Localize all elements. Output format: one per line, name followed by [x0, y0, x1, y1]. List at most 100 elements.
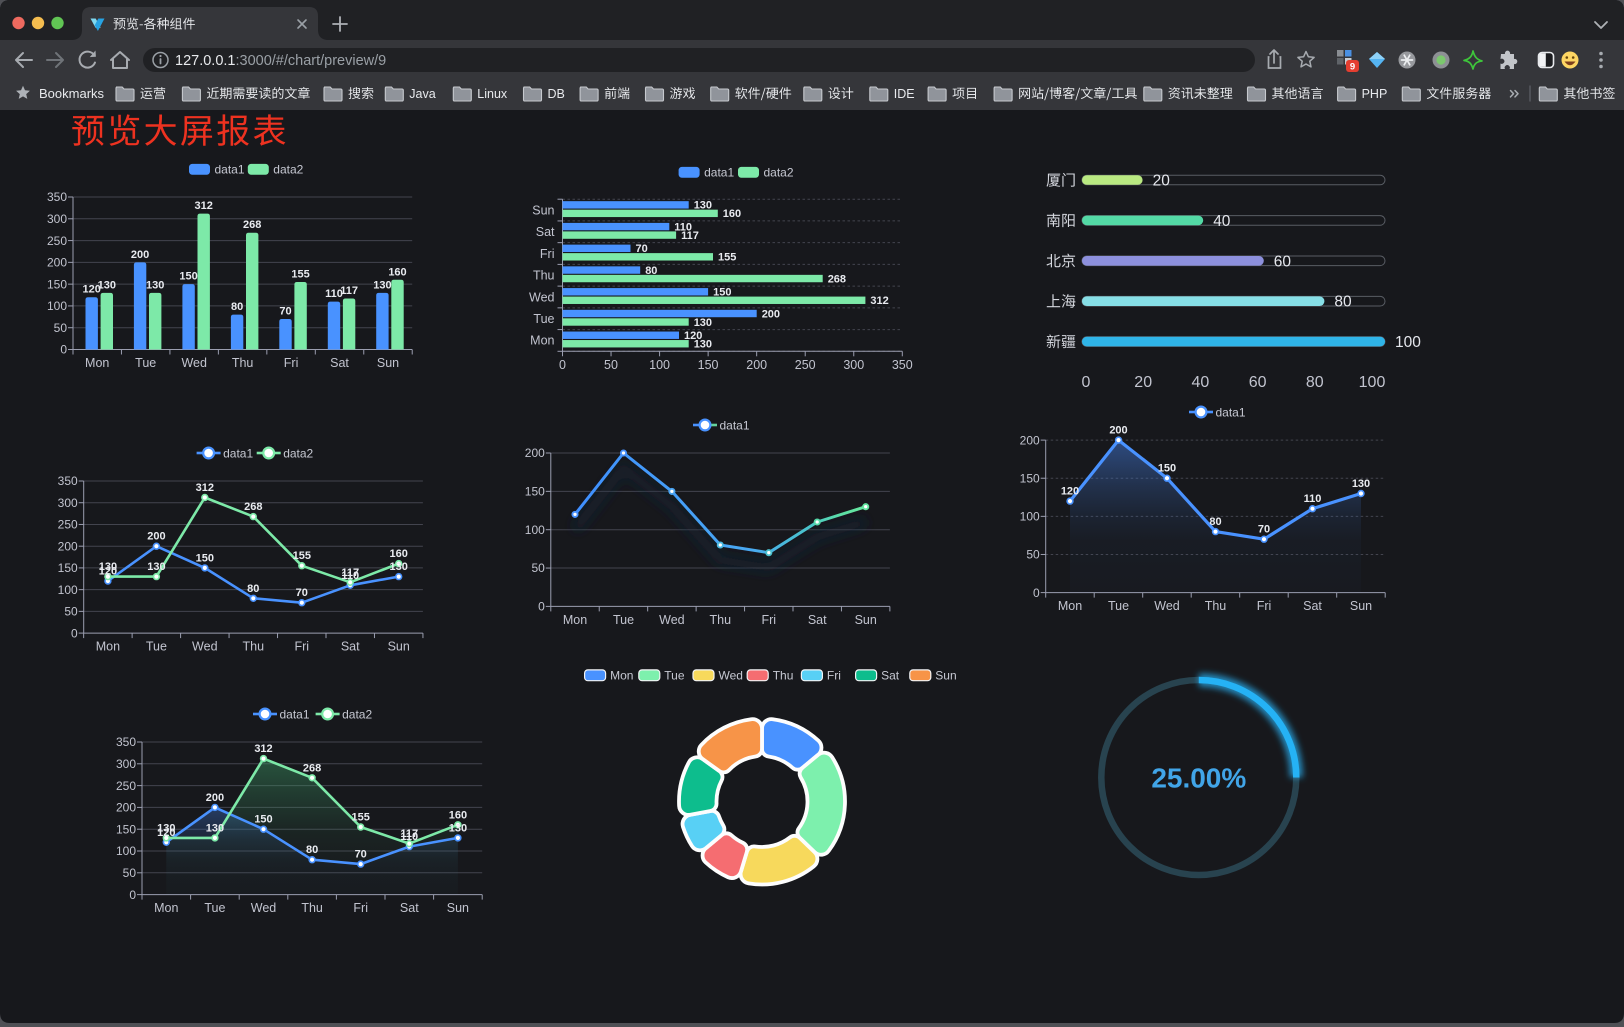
- svg-text:80: 80: [1334, 294, 1352, 311]
- svg-text:200: 200: [1020, 433, 1040, 447]
- svg-text:117: 117: [400, 828, 418, 840]
- svg-text:100: 100: [1359, 374, 1386, 391]
- svg-text:0: 0: [1033, 586, 1040, 600]
- svg-text:70: 70: [636, 243, 648, 255]
- svg-text:data1: data1: [215, 163, 245, 177]
- svg-text:268: 268: [243, 219, 261, 231]
- svg-text:Mon: Mon: [1058, 599, 1082, 613]
- svg-text:120: 120: [1061, 486, 1079, 498]
- svg-text:DB: DB: [548, 87, 565, 101]
- svg-text:70: 70: [355, 849, 367, 861]
- svg-text:312: 312: [254, 743, 272, 755]
- svg-text:Sat: Sat: [881, 669, 900, 683]
- svg-text:0: 0: [559, 358, 566, 372]
- svg-text:200: 200: [762, 308, 780, 320]
- svg-text:268: 268: [828, 273, 846, 285]
- svg-text:data2: data2: [764, 166, 794, 180]
- svg-text:100: 100: [525, 523, 545, 537]
- svg-text:127.0.0.1:3000/#/chart/preview: 127.0.0.1:3000/#/chart/preview/9: [175, 53, 386, 69]
- svg-text:IDE: IDE: [894, 87, 915, 101]
- svg-text:80: 80: [645, 265, 657, 277]
- svg-text:200: 200: [58, 539, 78, 553]
- svg-text:Tue: Tue: [613, 613, 634, 627]
- svg-text:80: 80: [306, 844, 318, 856]
- svg-text:Fri: Fri: [353, 901, 368, 915]
- svg-text:110: 110: [400, 831, 418, 843]
- svg-text:50: 50: [123, 866, 137, 880]
- svg-text:data1: data1: [1216, 405, 1246, 419]
- svg-text:Sat: Sat: [536, 225, 555, 239]
- svg-text:268: 268: [303, 762, 321, 774]
- svg-text:80: 80: [231, 301, 243, 313]
- svg-text:Sat: Sat: [341, 640, 360, 654]
- svg-text:Thu: Thu: [243, 640, 265, 654]
- svg-text:300: 300: [843, 358, 864, 372]
- svg-text:350: 350: [47, 190, 67, 204]
- svg-text:100: 100: [1395, 334, 1421, 351]
- svg-text:200: 200: [116, 801, 136, 815]
- svg-text:200: 200: [206, 792, 224, 804]
- svg-text:350: 350: [116, 735, 136, 749]
- svg-text:150: 150: [525, 485, 545, 499]
- svg-text:100: 100: [47, 299, 67, 313]
- svg-text:Sun: Sun: [935, 669, 956, 683]
- svg-text:Mon: Mon: [563, 613, 587, 627]
- svg-text:130: 130: [157, 822, 175, 834]
- svg-text:Sat: Sat: [330, 356, 349, 370]
- svg-text:Wed: Wed: [181, 356, 207, 370]
- svg-text:Wed: Wed: [192, 640, 218, 654]
- svg-text:Fri: Fri: [1257, 599, 1272, 613]
- svg-text:Sun: Sun: [1350, 599, 1372, 613]
- svg-text:50: 50: [1026, 548, 1040, 562]
- svg-text:80: 80: [1306, 374, 1324, 391]
- svg-text:150: 150: [179, 271, 197, 283]
- svg-text:0: 0: [71, 626, 78, 640]
- svg-text:60: 60: [1249, 374, 1267, 391]
- svg-text:150: 150: [698, 358, 719, 372]
- svg-text:130: 130: [98, 279, 116, 291]
- svg-text:155: 155: [352, 812, 370, 824]
- svg-text:Thu: Thu: [773, 669, 794, 683]
- svg-text:Mon: Mon: [154, 901, 178, 915]
- svg-text:Mon: Mon: [85, 356, 109, 370]
- svg-text:data1: data1: [704, 166, 734, 180]
- svg-text:300: 300: [58, 496, 78, 510]
- svg-text:25.00%: 25.00%: [1151, 763, 1246, 794]
- svg-text:Mon: Mon: [96, 640, 120, 654]
- svg-text:0: 0: [538, 600, 545, 614]
- svg-text:Linux: Linux: [477, 87, 508, 101]
- svg-text:data2: data2: [283, 446, 313, 460]
- svg-text:155: 155: [293, 550, 311, 562]
- svg-text:120: 120: [684, 330, 702, 342]
- svg-text:Tue: Tue: [1108, 599, 1129, 613]
- svg-text:Fri: Fri: [827, 669, 841, 683]
- svg-text:Fri: Fri: [540, 247, 555, 261]
- svg-text:312: 312: [870, 295, 888, 307]
- svg-text:Wed: Wed: [1154, 599, 1180, 613]
- svg-text:130: 130: [147, 561, 165, 573]
- svg-text:Thu: Thu: [533, 269, 555, 283]
- svg-text:Sat: Sat: [1303, 599, 1322, 613]
- svg-text:117: 117: [681, 230, 699, 242]
- svg-text:50: 50: [604, 358, 618, 372]
- svg-text:Thu: Thu: [710, 613, 732, 627]
- svg-text:Sun: Sun: [532, 203, 554, 217]
- svg-text:160: 160: [723, 208, 741, 220]
- svg-text:Wed: Wed: [659, 613, 685, 627]
- svg-text:312: 312: [196, 482, 214, 494]
- svg-text:Sat: Sat: [400, 901, 419, 915]
- svg-text:0: 0: [129, 888, 136, 902]
- svg-text:350: 350: [892, 358, 913, 372]
- svg-text:150: 150: [1158, 463, 1176, 475]
- svg-text:117: 117: [340, 285, 358, 297]
- svg-text:Sun: Sun: [447, 901, 469, 915]
- svg-text:Bookmarks: Bookmarks: [39, 86, 105, 101]
- svg-text:160: 160: [449, 809, 467, 821]
- svg-text:0: 0: [1082, 374, 1091, 391]
- svg-text:data1: data1: [223, 446, 253, 460]
- svg-text:70: 70: [279, 306, 291, 318]
- svg-text:250: 250: [47, 234, 67, 248]
- svg-text:Fri: Fri: [762, 613, 777, 627]
- svg-text:150: 150: [254, 814, 272, 826]
- svg-text:Fri: Fri: [284, 356, 299, 370]
